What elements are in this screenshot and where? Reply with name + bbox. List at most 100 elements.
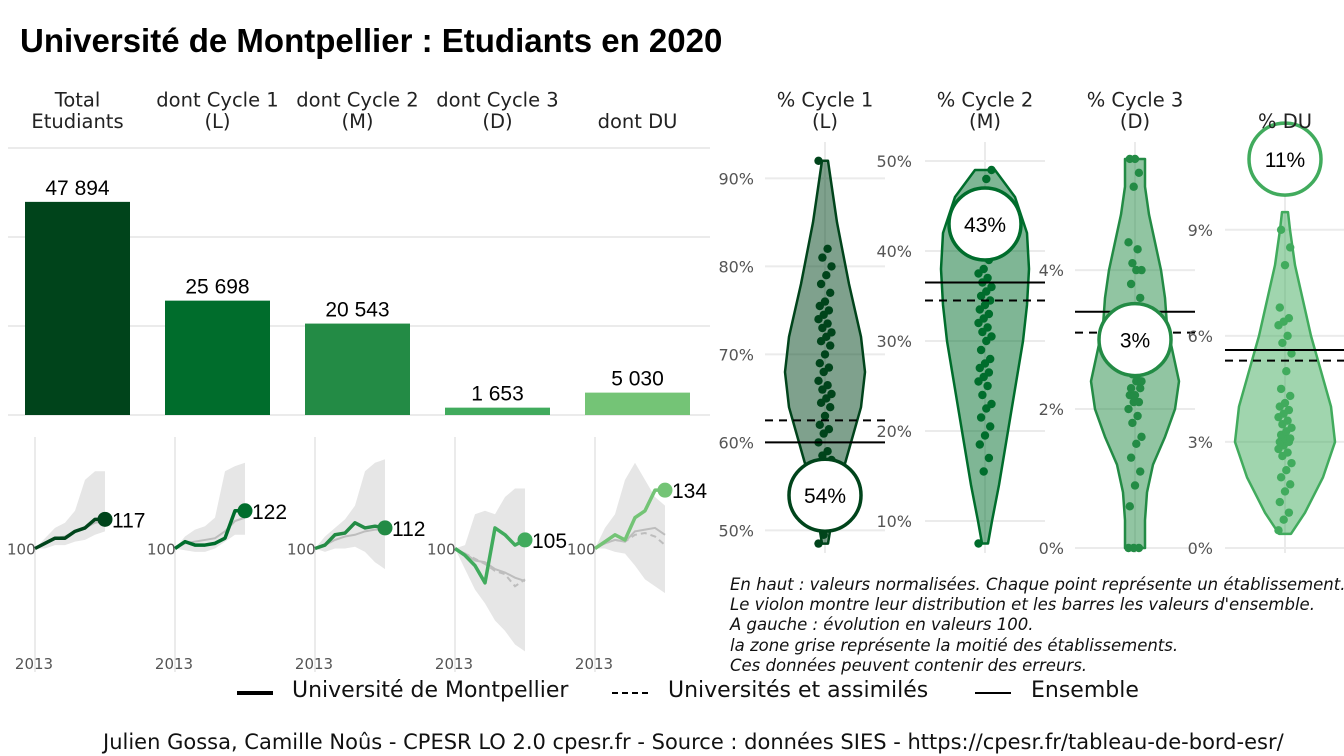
violin-point xyxy=(1137,265,1146,275)
violin-point xyxy=(823,244,832,253)
violin-point xyxy=(826,403,835,412)
note-line: Ces données peuvent contenir des erreurs… xyxy=(730,655,1088,675)
violin-point xyxy=(987,332,996,341)
violin-y-tick-label: 6% xyxy=(1188,327,1213,346)
violin-point xyxy=(1126,453,1136,462)
bar-4 xyxy=(585,392,690,415)
bar-category-label: (D) xyxy=(482,110,512,133)
spark-end-label: 105 xyxy=(532,530,567,553)
violin-point xyxy=(1128,418,1137,428)
spark-y-tick-label: 100 xyxy=(567,541,596,559)
violin-point xyxy=(1132,439,1141,448)
violin-point xyxy=(1126,384,1136,393)
violin-point xyxy=(1275,303,1285,312)
violin-value-label: 11% xyxy=(1265,149,1305,172)
spark-end-point xyxy=(517,532,533,548)
violin-point xyxy=(974,539,983,548)
spark-end-point xyxy=(97,511,113,527)
violin-y-tick-label: 2% xyxy=(1039,400,1064,419)
violin-point xyxy=(983,381,992,391)
bar-category-label: dont Cycle 2 xyxy=(296,89,418,112)
bar-value-label: 25 698 xyxy=(185,276,249,299)
bar-0 xyxy=(25,201,130,415)
violin-point xyxy=(1134,543,1144,553)
violin-point xyxy=(1284,405,1294,415)
violin-point xyxy=(979,264,988,274)
legend-label-universites: Universités et assimilés xyxy=(668,678,929,703)
violin-point xyxy=(976,345,986,355)
spark-x-tick-label: 2013 xyxy=(435,655,473,673)
spark-x-tick-label: 2013 xyxy=(575,655,613,673)
legend-line-solid-thin xyxy=(975,692,1011,694)
violin-point xyxy=(1274,526,1283,535)
violin-y-tick-label: 10% xyxy=(876,512,912,531)
violin-point xyxy=(978,390,987,400)
violin-point xyxy=(1134,168,1144,178)
violin-value-circle xyxy=(787,457,863,533)
violin-point xyxy=(1137,432,1146,442)
bar-2 xyxy=(305,323,410,415)
violin-panel-label: (L) xyxy=(812,110,838,133)
bar-3 xyxy=(445,407,550,415)
violin-point xyxy=(818,253,827,262)
violin-point xyxy=(816,279,826,289)
spark-end-label: 134 xyxy=(672,480,707,503)
bar-category-label: dont DU xyxy=(598,110,678,133)
violin-y-tick-label: 50% xyxy=(718,521,754,540)
violin-point xyxy=(1284,508,1294,517)
spark-x-tick-label: 2013 xyxy=(295,655,333,673)
note-line: Le violon montre leur distribution et le… xyxy=(730,595,1315,615)
spark-line-3 xyxy=(454,526,526,585)
violin-point xyxy=(1124,404,1133,414)
violin-point xyxy=(1283,448,1292,457)
spark-y-tick-label: 100 xyxy=(427,541,456,559)
violin-value-label: 3% xyxy=(1120,330,1150,353)
violin-panel-label: (M) xyxy=(969,110,1001,133)
violin-y-tick-label: 80% xyxy=(718,257,754,276)
legend-label-ensemble: Ensemble xyxy=(1031,678,1139,703)
violin-point xyxy=(1283,331,1292,341)
violin-point xyxy=(1283,416,1292,425)
violin-y-tick-label: 4% xyxy=(1039,261,1064,280)
violin-y-tick-label: 70% xyxy=(718,345,754,364)
violin-point xyxy=(820,297,830,306)
evolution-charts: 1171002013122100201311210020131051002013… xyxy=(7,437,707,673)
violin-point xyxy=(815,420,824,429)
violin-point xyxy=(822,271,831,280)
violin-point xyxy=(814,539,823,548)
spark-ribbon xyxy=(455,488,525,652)
violin-point xyxy=(1287,458,1296,468)
violin-point xyxy=(824,425,834,434)
violin-point xyxy=(1276,384,1286,394)
violin-point xyxy=(1280,260,1290,270)
violin-point xyxy=(814,376,823,385)
spark-y-tick-label: 100 xyxy=(7,541,36,559)
spark-end-point xyxy=(377,520,393,536)
violin-point xyxy=(1130,154,1140,164)
spark-ribbon xyxy=(315,459,385,570)
violin-point xyxy=(986,296,995,305)
bar-value-label: 47 894 xyxy=(45,177,110,200)
spark-line-1 xyxy=(174,509,245,550)
violin-point xyxy=(984,309,994,319)
violin-point xyxy=(987,399,996,409)
note-line: la zone grise représente la moitié des é… xyxy=(730,635,1179,655)
violin-point xyxy=(1134,397,1144,407)
spark-reference-dashed-line xyxy=(594,532,666,550)
spark-line-0 xyxy=(34,517,105,551)
spark-end-label: 122 xyxy=(252,501,287,524)
violin-point xyxy=(1124,238,1133,247)
bar-value-label: 20 543 xyxy=(325,299,389,322)
violin-point xyxy=(1284,313,1294,323)
violin-value-circle xyxy=(1247,121,1323,197)
spark-line-4 xyxy=(594,488,665,550)
violin-y-tick-label: 0% xyxy=(1039,539,1064,558)
violin-point xyxy=(1133,245,1142,254)
note-line: En haut : valeurs normalisées. Chaque po… xyxy=(730,575,1344,594)
spark-end-point xyxy=(657,482,673,498)
violin-value-circle xyxy=(1097,301,1173,378)
violin-point xyxy=(815,359,824,368)
violin-point xyxy=(1276,473,1286,482)
spark-x-tick-label: 2013 xyxy=(155,655,193,673)
